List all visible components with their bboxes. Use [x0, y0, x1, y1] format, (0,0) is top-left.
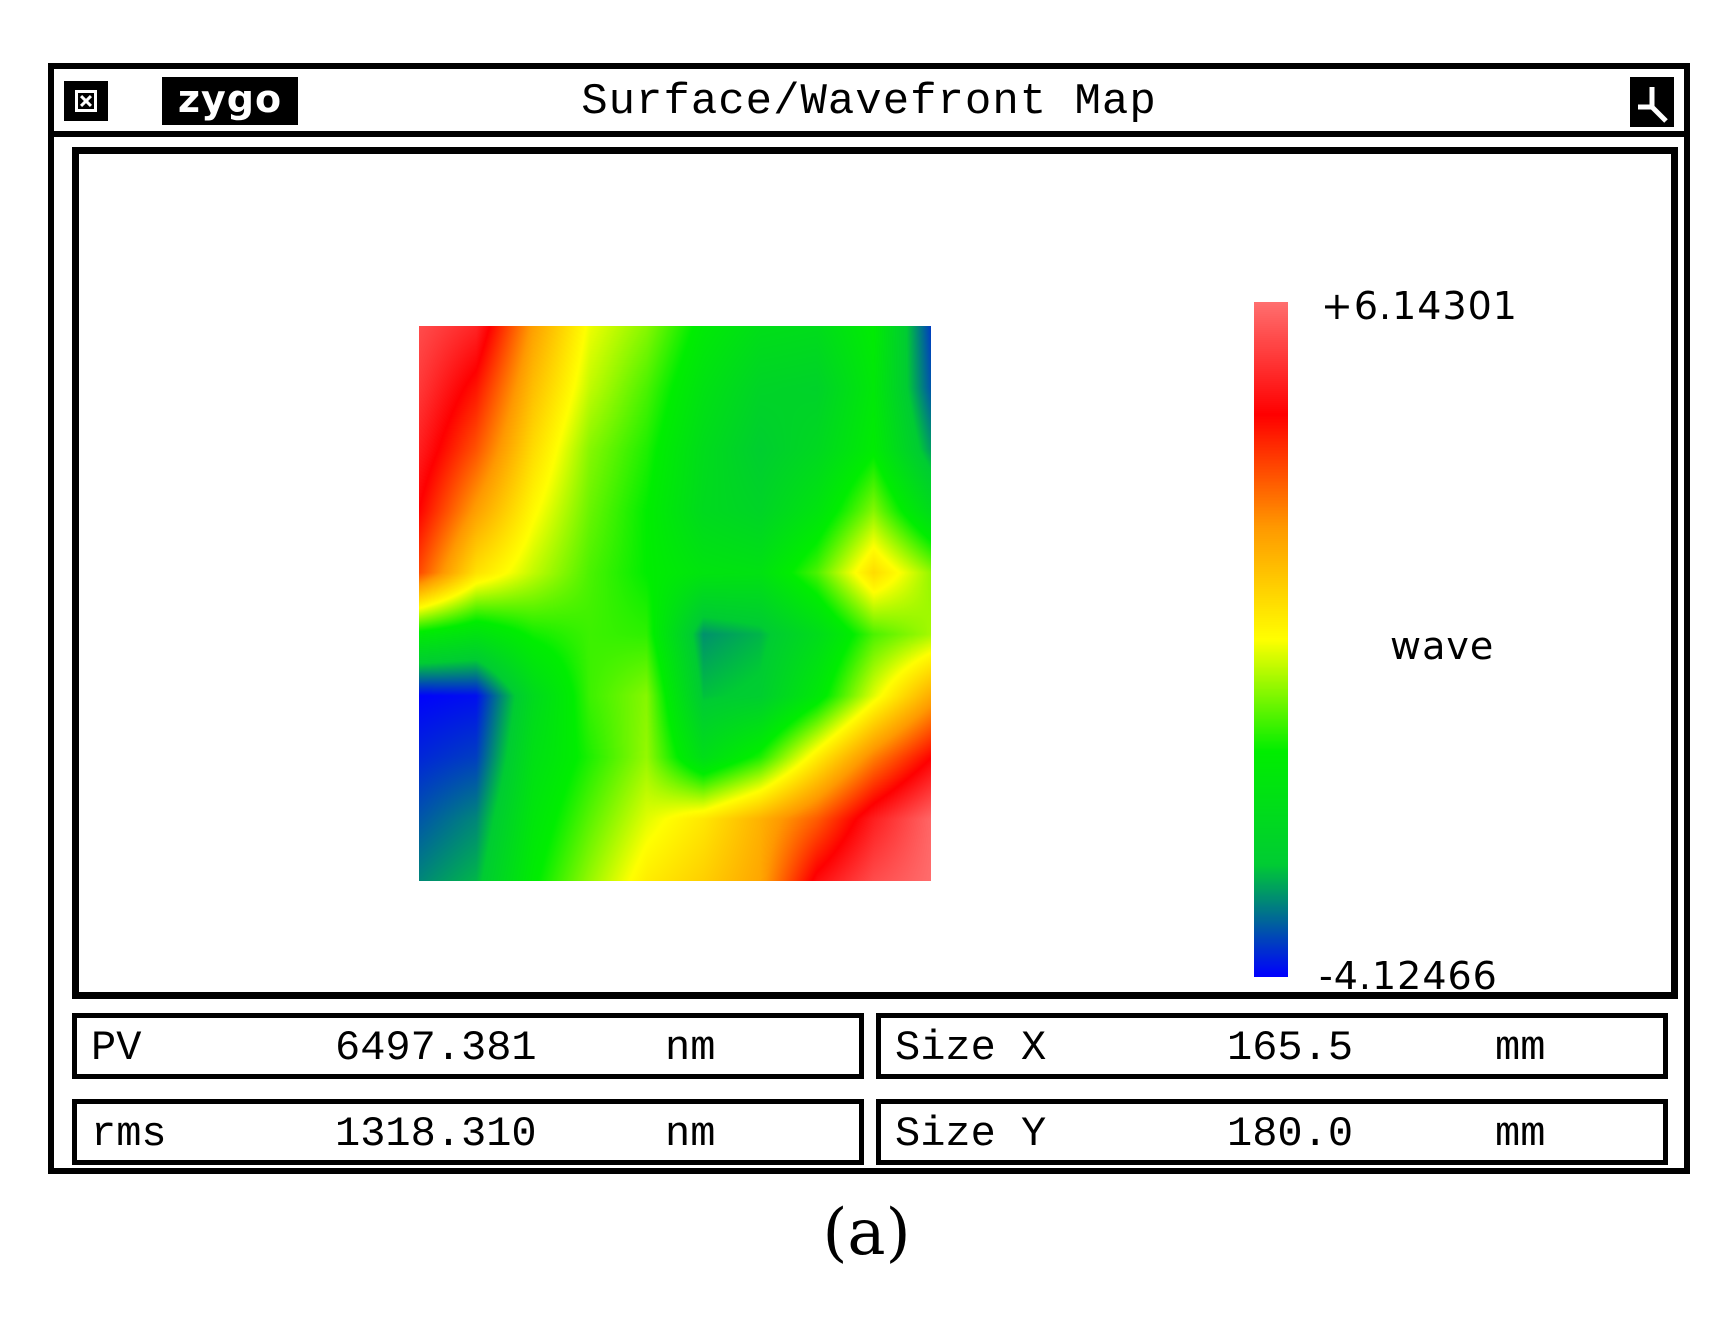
close-box-icon[interactable] — [64, 81, 108, 121]
colorbar-unit-label: wave — [1390, 624, 1495, 668]
stat-pv-label: PV — [91, 1024, 142, 1072]
stat-size-y-label: Size Y — [895, 1110, 1047, 1158]
stat-size-y: Size Y 180.0 mm — [876, 1099, 1668, 1165]
colorbar-max-label: +6.14301 — [1321, 284, 1518, 328]
zygo-logo: zygo — [162, 77, 298, 125]
stat-rms-unit: nm — [665, 1110, 716, 1158]
resize-corner-icon[interactable] — [1630, 77, 1674, 127]
colorbar-min-label: -4.12466 — [1319, 954, 1498, 998]
stat-size-x-unit: mm — [1495, 1024, 1546, 1072]
surface-wavefront-window: zygo Surface/Wavefront Map +6.14301 wave… — [48, 63, 1690, 1174]
stat-rms-label: rms — [91, 1110, 167, 1158]
title-bar: zygo Surface/Wavefront Map — [54, 69, 1684, 137]
stat-rms-value: 1318.310 — [335, 1110, 537, 1158]
stat-size-x-value: 165.5 — [1227, 1024, 1354, 1072]
figure-caption: (a) — [822, 1196, 911, 1270]
stat-pv: PV 6497.381 nm — [72, 1013, 864, 1079]
wavefront-heatmap — [419, 326, 931, 881]
window-title: Surface/Wavefront Map — [581, 77, 1157, 127]
stat-rms: rms 1318.310 nm — [72, 1099, 864, 1165]
stat-size-y-value: 180.0 — [1227, 1110, 1354, 1158]
stat-pv-value: 6497.381 — [335, 1024, 537, 1072]
stat-size-y-unit: mm — [1495, 1110, 1546, 1158]
stat-size-x-label: Size X — [895, 1024, 1047, 1072]
plot-panel: +6.14301 wave -4.12466 — [72, 147, 1678, 999]
stat-pv-unit: nm — [665, 1024, 716, 1072]
stat-size-x: Size X 165.5 mm — [876, 1013, 1668, 1079]
colorbar — [1254, 302, 1288, 977]
